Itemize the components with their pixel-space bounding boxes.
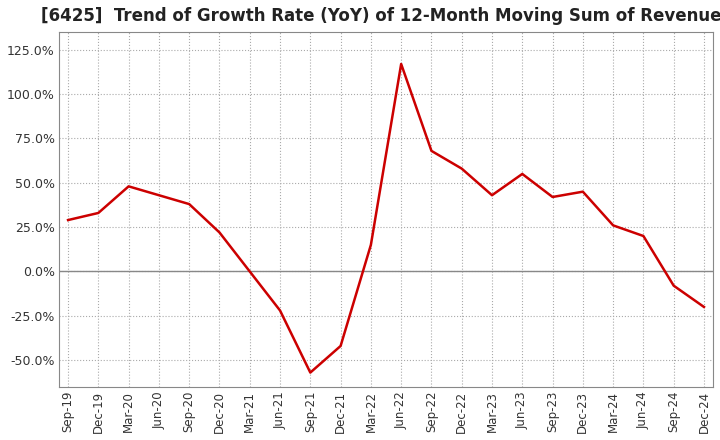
Title: [6425]  Trend of Growth Rate (YoY) of 12-Month Moving Sum of Revenues: [6425] Trend of Growth Rate (YoY) of 12-… (41, 7, 720, 25)
